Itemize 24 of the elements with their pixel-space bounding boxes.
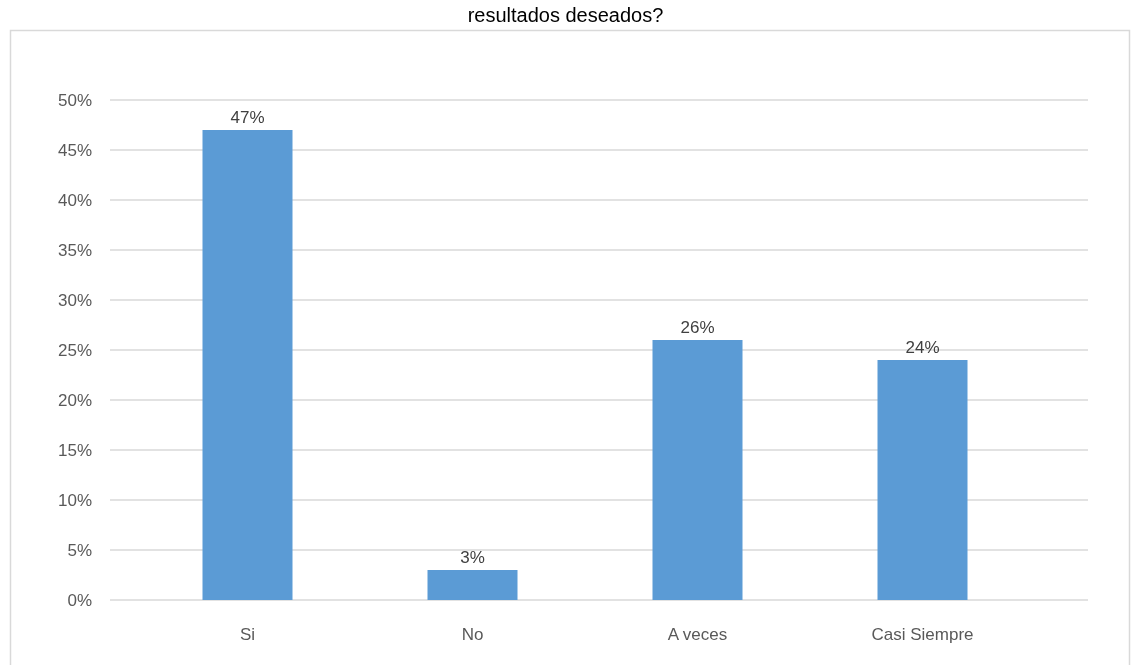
bar xyxy=(877,360,968,600)
data-label: 3% xyxy=(460,548,485,567)
y-tick-label: 15% xyxy=(57,440,92,460)
y-tick-label: 0% xyxy=(67,590,92,610)
y-tick-label: 5% xyxy=(67,540,92,560)
x-tick-label: A veces xyxy=(667,625,728,644)
y-tick-label: 10% xyxy=(57,490,92,510)
bar xyxy=(652,340,743,600)
bar xyxy=(427,570,518,600)
y-tick-label: 40% xyxy=(57,190,92,210)
y-tick-label: 20% xyxy=(57,390,92,410)
x-tick-label: Casi Siempre xyxy=(871,625,974,644)
bar xyxy=(202,130,293,600)
y-tick-label: 45% xyxy=(57,140,92,160)
y-tick-label: 25% xyxy=(57,340,92,360)
x-tick-label: No xyxy=(461,625,484,644)
y-tick-label: 35% xyxy=(57,240,92,260)
y-tick-label: 30% xyxy=(57,290,92,310)
chart-title: resultados deseados? xyxy=(467,4,664,26)
data-label: 47% xyxy=(230,108,265,127)
y-tick-label: 50% xyxy=(57,90,92,110)
data-label: 26% xyxy=(680,318,715,337)
data-label: 24% xyxy=(905,338,940,357)
x-tick-label: Si xyxy=(239,625,256,644)
